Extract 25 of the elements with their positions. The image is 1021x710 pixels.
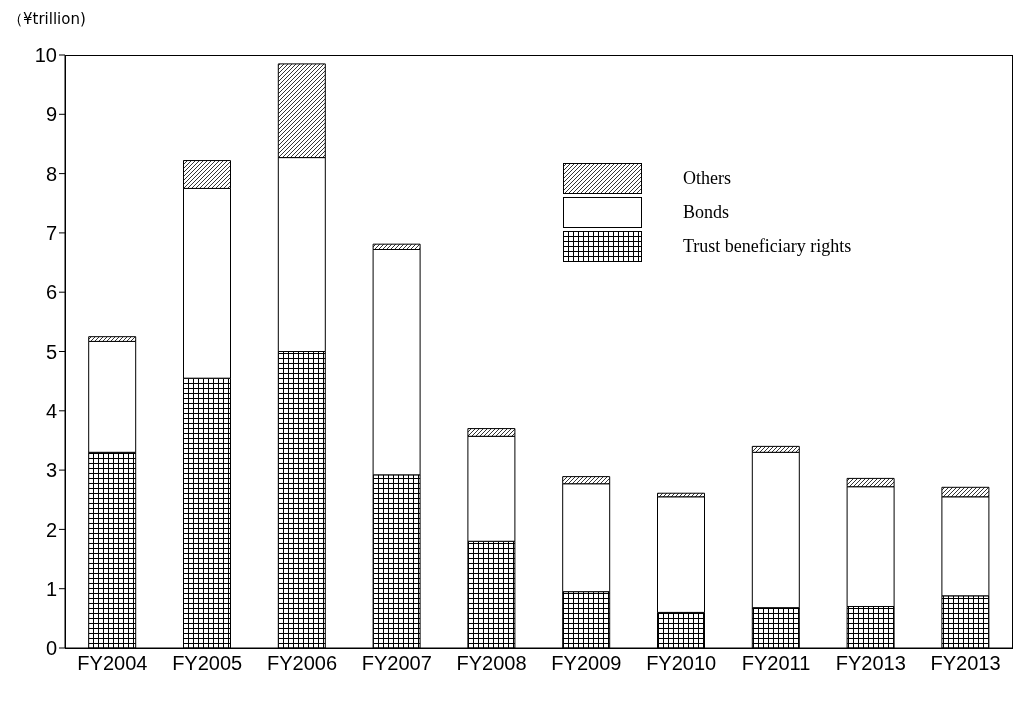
legend-label: Bonds: [683, 202, 730, 223]
x-tick-label: FY2013: [835, 652, 906, 675]
y-tick-label: 6: [45, 281, 57, 304]
y-tick-label: 10: [34, 44, 57, 67]
y-tick-label: 5: [45, 340, 57, 363]
y-tick-label: 4: [45, 399, 57, 422]
y-axis-title: （¥trillion): [8, 10, 86, 29]
x-tick-label: FY2006: [266, 652, 338, 675]
y-tick-label: 0: [45, 637, 57, 660]
y-tick-label: 2: [45, 518, 57, 541]
x-tick-label: FY2005: [172, 652, 243, 675]
legend-label: Trust beneficiary rights: [683, 236, 852, 257]
x-tick-label: FY2007: [361, 652, 432, 675]
y-tick-label: 7: [45, 222, 57, 244]
x-tick-label: FY2013: [930, 652, 1001, 675]
y-tick-label: 3: [45, 459, 57, 482]
y-tick-label: 8: [45, 162, 57, 185]
y-tick-label: 1: [45, 577, 57, 600]
x-tick-label: FY2011: [741, 652, 811, 675]
x-tick-label: FY2009: [551, 652, 622, 675]
x-tick-label: FY2008: [456, 652, 527, 675]
x-tick-label: FY2010: [646, 652, 717, 675]
legend-label: Others: [683, 168, 731, 189]
y-tick-label: 9: [45, 103, 57, 126]
x-tick-label: FY2004: [77, 652, 148, 675]
